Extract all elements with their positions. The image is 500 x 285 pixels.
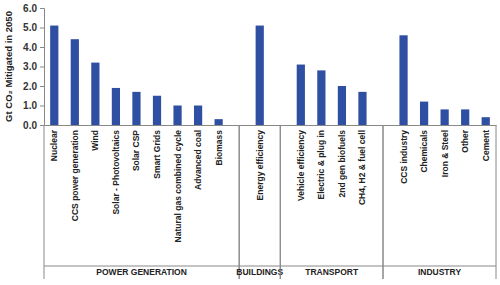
x-tick: Electric & plug in xyxy=(316,125,326,199)
y-tick-mark xyxy=(40,67,44,68)
x-tick: Iron & Steel xyxy=(440,125,450,177)
group-separator xyxy=(383,125,384,279)
x-tick: Biomass xyxy=(214,125,224,165)
x-tick-label: Solar CSP xyxy=(131,130,141,171)
bar xyxy=(194,106,202,126)
bar xyxy=(112,88,120,125)
y-tick-label: 1.0 xyxy=(23,100,37,111)
y-tick-label: 6.0 xyxy=(23,3,37,14)
x-tick: Advanced coal xyxy=(193,125,203,190)
group-separator xyxy=(280,125,281,279)
x-tick-label: Electric & plug in xyxy=(316,130,326,199)
y-tick-mark xyxy=(40,125,44,126)
x-tick-label: Energy efficiency xyxy=(255,130,265,201)
x-tick-label: Solar - Photovoltaics xyxy=(111,130,121,215)
x-tick: Nuclear xyxy=(49,125,59,161)
x-tick-label: Biomass xyxy=(214,130,224,166)
y-tick-mark xyxy=(40,8,44,9)
bar xyxy=(215,119,223,125)
group-label: POWER GENERATION xyxy=(96,267,187,277)
x-tick: 2nd gen biofuels xyxy=(337,125,347,198)
bars xyxy=(50,26,490,125)
group-separator xyxy=(496,125,497,279)
bar xyxy=(461,109,469,125)
y-tick-label: 4.0 xyxy=(23,42,37,53)
x-tick-label: Iron & Steel xyxy=(440,130,450,177)
group-separator xyxy=(239,125,240,279)
group-label: BUILDINGS xyxy=(236,267,283,277)
y-tick: 0.0 xyxy=(23,120,44,131)
x-tick-label: Advanced coal xyxy=(193,130,203,190)
x-tick-label: Wind xyxy=(90,130,100,151)
y-tick-label: 3.0 xyxy=(23,61,37,72)
x-tick: Wind xyxy=(90,125,100,151)
x-tick: Solar CSP xyxy=(131,125,141,171)
group-label: TRANSPORT xyxy=(305,267,359,277)
bar xyxy=(297,65,305,125)
x-tick-label: Vehicle efficiency xyxy=(296,130,306,201)
group-separator xyxy=(280,125,281,279)
bar xyxy=(358,92,366,125)
bar xyxy=(91,63,99,125)
bar xyxy=(153,96,161,125)
x-tick-label: CH4, H2 & fuel cell xyxy=(357,130,367,205)
x-tick: CCS power generation xyxy=(70,125,80,221)
category-groups: POWER GENERATION BUILDINGS TRANSPORT INDUST… xyxy=(44,125,496,279)
x-tick-label: Other xyxy=(460,129,470,152)
x-tick-label: Chemicals xyxy=(419,130,429,173)
y-tick-label: 0.0 xyxy=(23,120,37,131)
bar xyxy=(317,70,325,125)
y-tick: 1.0 xyxy=(23,100,44,111)
bar xyxy=(50,26,58,125)
y-tick: 3.0 xyxy=(23,61,44,72)
x-axis: Nuclear CCS power generation Wind Solar - P… xyxy=(45,125,497,242)
y-tick-mark xyxy=(40,28,44,29)
y-axis: 0.0 1.0 2.0 3.0 4.0 5.0 6.0 xyxy=(23,3,44,131)
x-tick: Chemicals xyxy=(419,125,429,173)
group-separator xyxy=(239,125,240,279)
bar xyxy=(256,26,264,125)
x-tick: Energy efficiency xyxy=(255,125,265,200)
x-tick: CCS industry xyxy=(399,125,409,184)
group-separator xyxy=(383,125,384,279)
y-tick-label: 2.0 xyxy=(23,81,37,92)
bar xyxy=(173,106,181,126)
y-tick-mark xyxy=(40,86,44,87)
x-tick-label: Natural gas combined cycle xyxy=(173,130,183,243)
x-axis-line xyxy=(45,125,497,126)
bar xyxy=(420,102,428,125)
bar xyxy=(399,35,407,125)
bar xyxy=(441,109,449,125)
x-tick-label: Nuclear xyxy=(49,129,59,161)
x-tick-label: 2nd gen biofuels xyxy=(337,130,347,198)
x-tick: Other xyxy=(460,125,470,153)
y-axis-title: Gt CO₂ Mitigated in 2050 xyxy=(3,11,14,122)
bar xyxy=(71,39,79,125)
bar xyxy=(132,92,140,125)
bar xyxy=(338,86,346,125)
x-tick-label: CCS industry xyxy=(399,130,409,184)
x-tick: Natural gas combined cycle xyxy=(173,125,183,242)
x-tick: Solar - Photovoltaics xyxy=(111,125,121,215)
chart: 0.0 1.0 2.0 3.0 4.0 5.0 6.0 Nuclear CCS power ge… xyxy=(0,0,500,285)
y-tick-mark xyxy=(40,106,44,107)
y-tick: 5.0 xyxy=(23,22,44,33)
x-tick: CH4, H2 & fuel cell xyxy=(357,125,367,205)
y-tick-label: 5.0 xyxy=(23,22,37,33)
plot: 0.0 1.0 2.0 3.0 4.0 5.0 6.0 Nuclear CCS power ge… xyxy=(23,3,496,279)
x-tick: Cement xyxy=(481,125,491,161)
x-tick: Vehicle efficiency xyxy=(296,125,306,201)
group-separator xyxy=(44,125,45,279)
bar xyxy=(482,117,490,125)
x-tick-label: Smart Grids xyxy=(152,130,162,179)
y-tick-mark xyxy=(40,47,44,48)
x-tick-label: CCS power generation xyxy=(70,130,80,221)
x-tick-label: Cement xyxy=(481,130,491,161)
y-axis-line xyxy=(40,9,45,126)
y-tick: 2.0 xyxy=(23,81,44,92)
y-tick: 6.0 xyxy=(23,3,44,14)
y-tick: 4.0 xyxy=(23,42,44,53)
group-label: INDUSTRY xyxy=(418,267,461,277)
x-tick: Smart Grids xyxy=(152,125,162,179)
